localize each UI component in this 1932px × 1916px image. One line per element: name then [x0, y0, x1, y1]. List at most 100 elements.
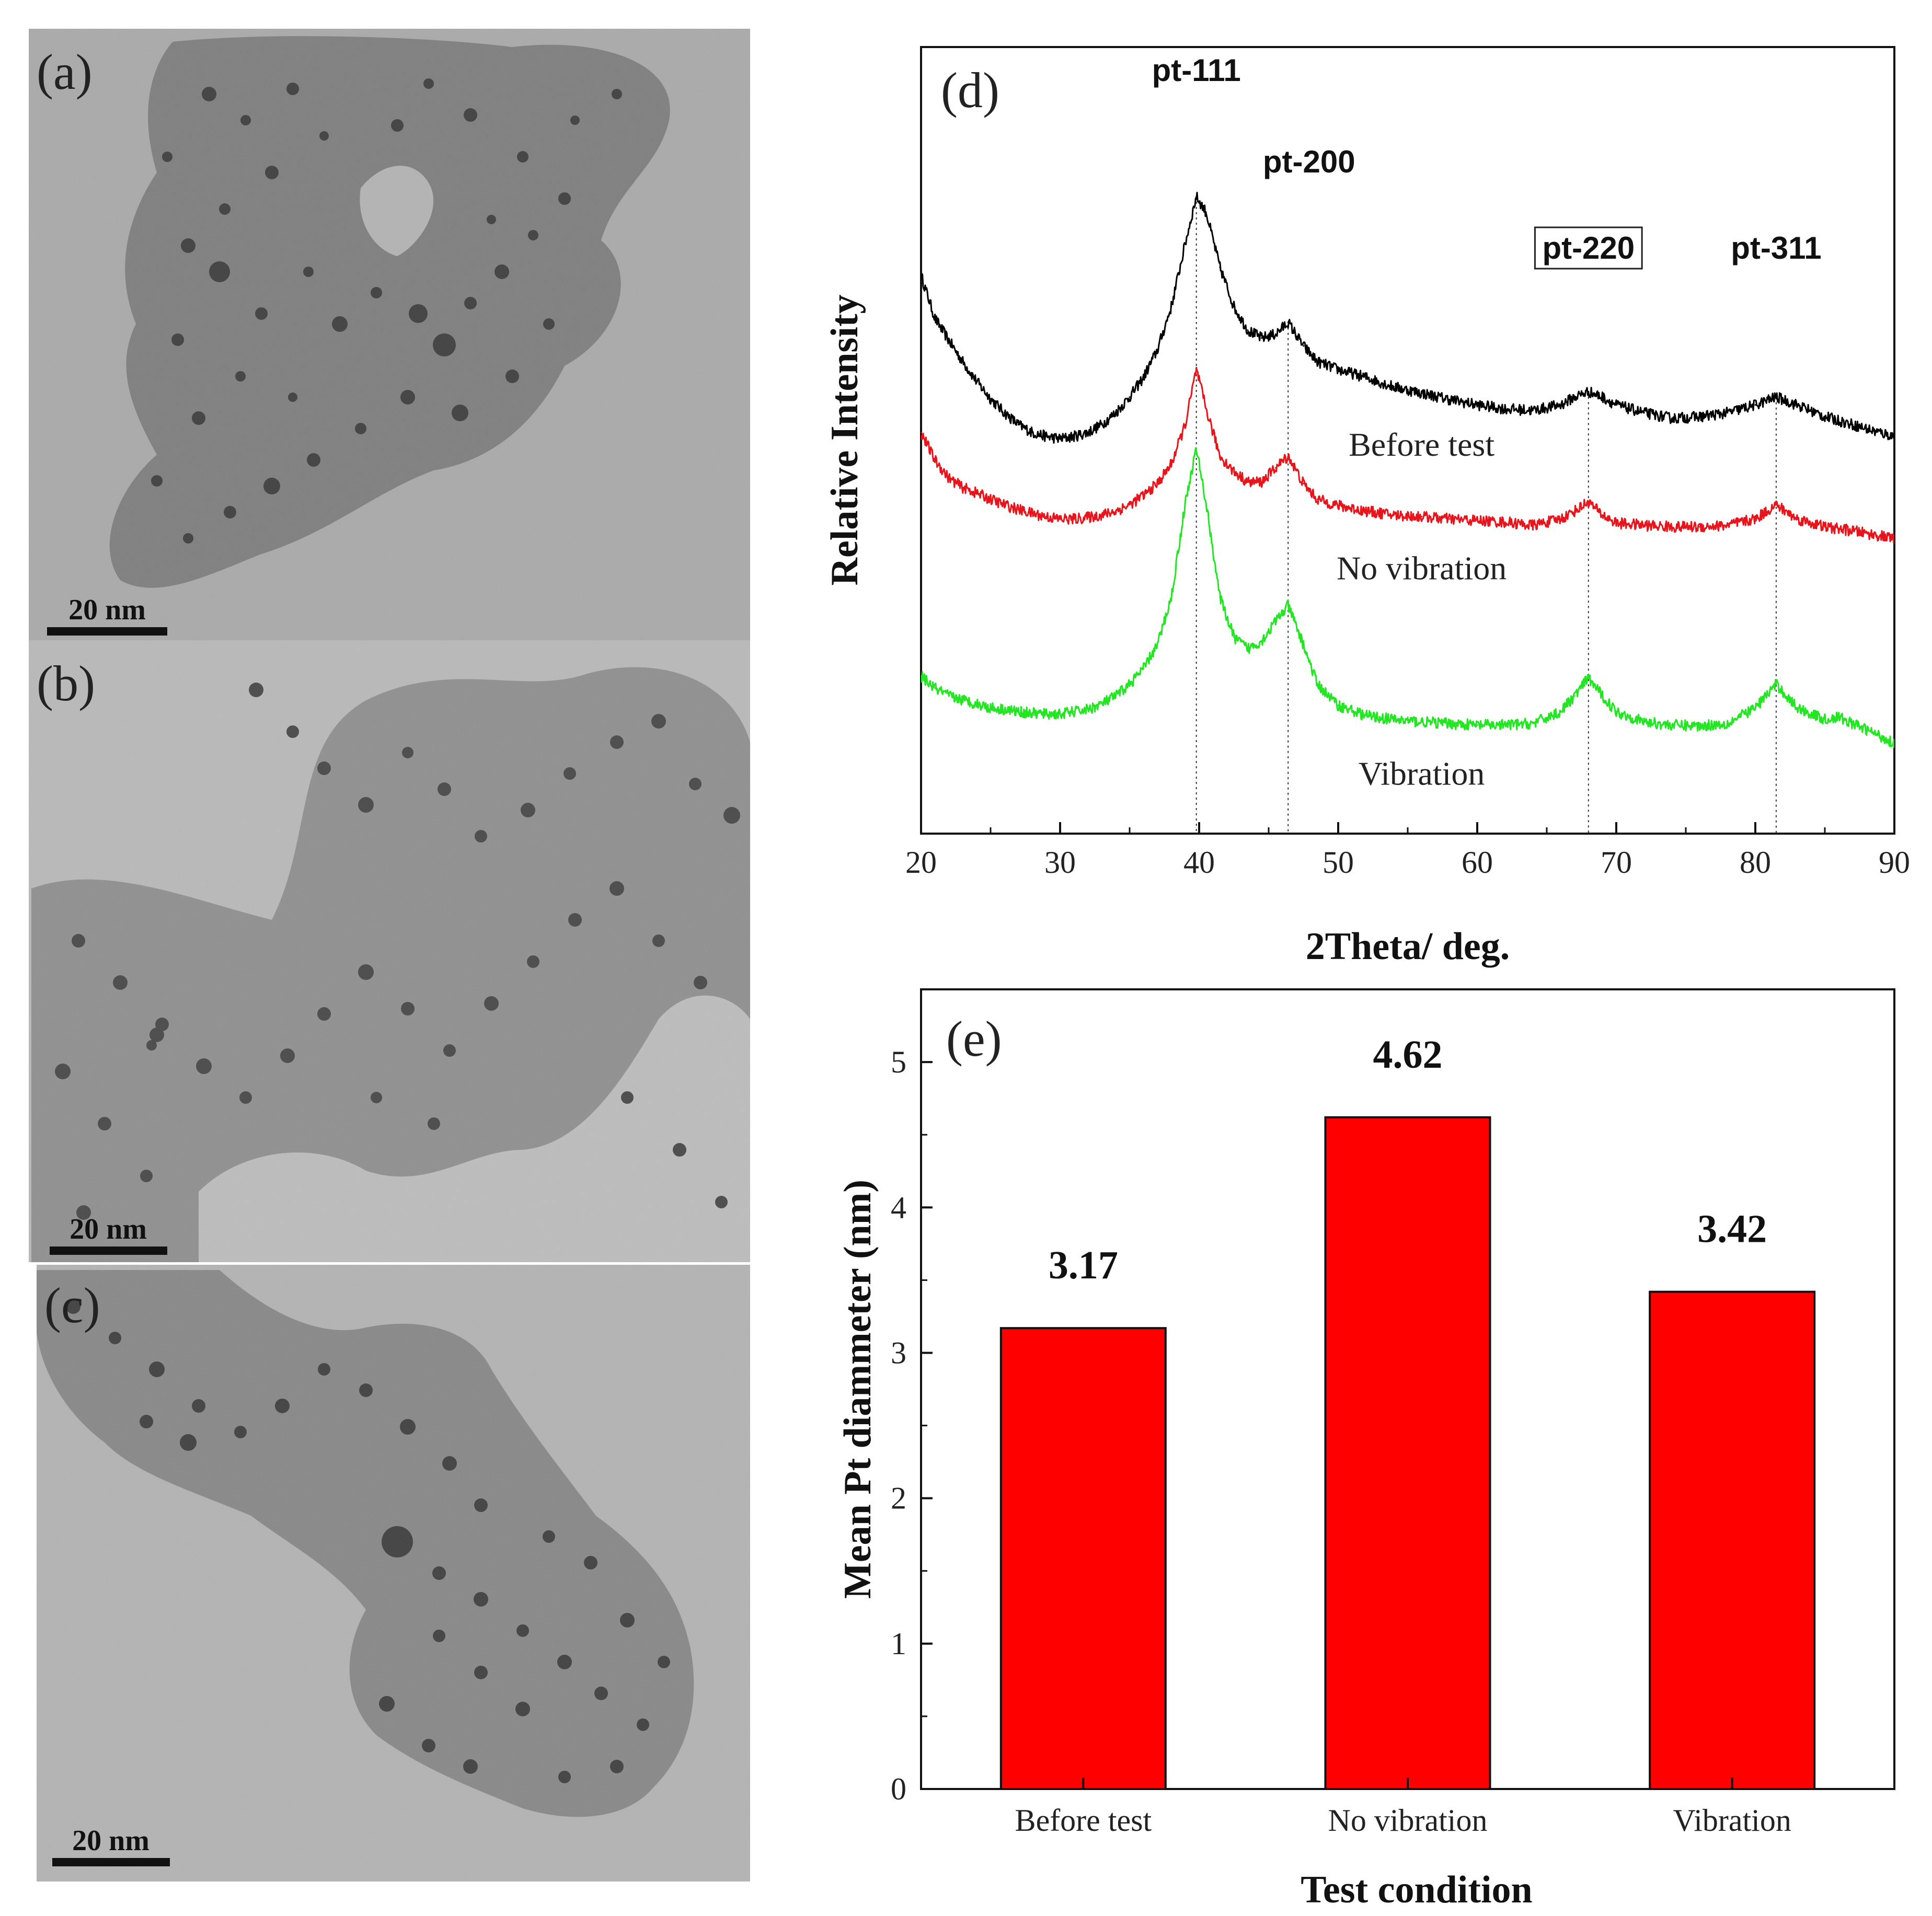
data-point-vibration-49 [1796, 707, 1798, 709]
data-point-no-vibration-28 [1303, 482, 1304, 484]
bar-chart: 0 1 2 3 4 5 3.17 4.62 3.42 Before test No vibrat… [836, 988, 1895, 1911]
data-point-vibration-23 [1233, 636, 1235, 638]
data-point-before-test-45 [1699, 415, 1701, 418]
tem-panel-b [29, 640, 750, 1262]
data-point-before-test-10 [1059, 437, 1061, 440]
bar-x-axis-labels: Before test No vibration Vibration [1015, 1778, 1791, 1838]
data-point-vibration-18 [1170, 597, 1172, 598]
x-tick-label-80: 80 [1740, 845, 1771, 880]
data-point-before-test-39 [1573, 396, 1576, 398]
data-point-vibration-11 [1073, 711, 1075, 713]
x-tick-label-50: 50 [1322, 845, 1354, 880]
data-point-before-test-46 [1727, 412, 1729, 414]
data-point-vibration-5 [990, 707, 992, 709]
data-point-vibration-38 [1560, 711, 1562, 713]
x-tick-label-20: 20 [905, 845, 937, 880]
series-label-vibration: Vibration [1359, 755, 1485, 792]
xrd-series-group [921, 191, 1894, 748]
data-point-vibration-53 [1872, 732, 1874, 734]
bar-before-test [999, 1327, 1167, 1790]
data-point-before-test-15 [1129, 396, 1131, 398]
series-label-no-vibration: No vibration [1337, 549, 1506, 586]
data-point-no-vibration-24 [1247, 481, 1249, 483]
tem-grain-c [37, 1265, 750, 1882]
data-point-no-vibration-47 [1754, 518, 1756, 520]
data-point-vibration-48 [1775, 683, 1777, 685]
data-point-no-vibration-5 [990, 498, 992, 500]
data-point-vibration-29 [1316, 683, 1318, 685]
data-point-no-vibration-53 [1893, 538, 1894, 540]
data-point-before-test-43 [1643, 412, 1645, 414]
data-point-no-vibration-29 [1316, 498, 1318, 500]
xrd-series-labels: Before test No vibration Vibration [1337, 426, 1506, 792]
data-point-before-test-37 [1532, 409, 1534, 411]
data-point-no-vibration-36 [1504, 521, 1506, 523]
series-line-before-test [921, 191, 1894, 444]
scale-bar-label-a: 20 nm [68, 594, 146, 626]
data-point-vibration-50 [1824, 719, 1826, 721]
data-point-no-vibration-11 [1073, 518, 1075, 520]
data-point-vibration-44 [1671, 724, 1673, 726]
data-point-before-test-28 [1303, 345, 1304, 347]
data-point-before-test-1 [934, 317, 936, 319]
tem-grain-b [29, 640, 750, 1262]
y-tick-label-2: 2 [891, 1481, 906, 1516]
data-point-no-vibration-3 [962, 487, 964, 489]
data-point-vibration-20 [1195, 447, 1198, 449]
data-point-before-test-8 [1031, 431, 1033, 433]
data-point-no-vibration-46 [1727, 524, 1729, 526]
data-point-before-test-23 [1233, 306, 1235, 308]
data-point-before-test-31 [1365, 376, 1367, 378]
data-point-before-test-47 [1754, 404, 1756, 406]
x-tick-label-90: 90 [1879, 845, 1910, 880]
data-point-before-test-6 [1004, 412, 1006, 414]
x-tick-label-60: 60 [1462, 845, 1493, 880]
data-point-no-vibration-27 [1287, 455, 1289, 457]
data-point-before-test-22 [1219, 266, 1221, 268]
bar-panel-label: (e) [946, 1011, 1002, 1067]
data-point-no-vibration-44 [1671, 526, 1673, 528]
peak-label-pt-220: pt-220 [1542, 230, 1635, 266]
data-point-no-vibration-33 [1421, 515, 1423, 517]
data-point-before-test-9 [1045, 435, 1047, 437]
bar-value-label-before-test: 3.17 [1049, 1243, 1118, 1287]
scale-bar-b [50, 1246, 167, 1255]
data-point-no-vibration-10 [1059, 518, 1061, 520]
data-point-vibration-52 [1852, 722, 1854, 724]
data-point-no-vibration-52 [1872, 534, 1874, 536]
bar-y-axis-title: Mean Pt diammeter (nm) [836, 1180, 879, 1599]
xrd-x-axis-title: 2Theta/ deg. [1306, 925, 1510, 968]
bar-vibration [1649, 1290, 1816, 1790]
data-point-vibration-19 [1184, 502, 1186, 504]
data-point-before-test-5 [990, 398, 992, 400]
y-tick-label-1: 1 [891, 1626, 906, 1661]
tem-label-a: (a) [37, 44, 93, 100]
bar-value-label-vibration: 3.42 [1697, 1207, 1767, 1251]
xrd-x-axis-ticks: 20 30 40 50 60 70 80 90 [905, 822, 1910, 880]
data-point-vibration-45 [1699, 725, 1701, 727]
data-point-vibration-28 [1303, 644, 1304, 646]
data-point-no-vibration-14 [1114, 510, 1117, 512]
peak-label-box-pt-220 [1534, 226, 1643, 270]
data-point-before-test-16 [1143, 376, 1145, 378]
data-point-vibration-16 [1143, 667, 1145, 670]
data-point-vibration-21 [1205, 502, 1207, 504]
data-point-before-test-29 [1316, 361, 1318, 363]
data-point-no-vibration-21 [1205, 408, 1207, 410]
scale-bar-label-c: 20 nm [72, 1825, 150, 1857]
y-tick-label-3: 3 [891, 1335, 906, 1370]
bar-value-label-no-vibration: 4.62 [1373, 1033, 1443, 1077]
data-point-no-vibration-20 [1195, 368, 1198, 371]
data-point-vibration-41 [1601, 695, 1603, 697]
data-point-no-vibration-13 [1101, 514, 1103, 516]
series-label-before-test: Before test [1349, 426, 1494, 463]
data-point-before-test-24 [1247, 329, 1249, 331]
xrd-plot-frame [920, 46, 1895, 835]
data-point-vibration-3 [962, 699, 964, 701]
data-point-no-vibration-39 [1573, 510, 1576, 512]
xrd-y-axis-title: Relative Intensity [823, 295, 866, 586]
data-point-before-test-27 [1287, 321, 1289, 324]
data-point-vibration-8 [1031, 712, 1033, 714]
data-point-no-vibration-41 [1601, 514, 1603, 516]
